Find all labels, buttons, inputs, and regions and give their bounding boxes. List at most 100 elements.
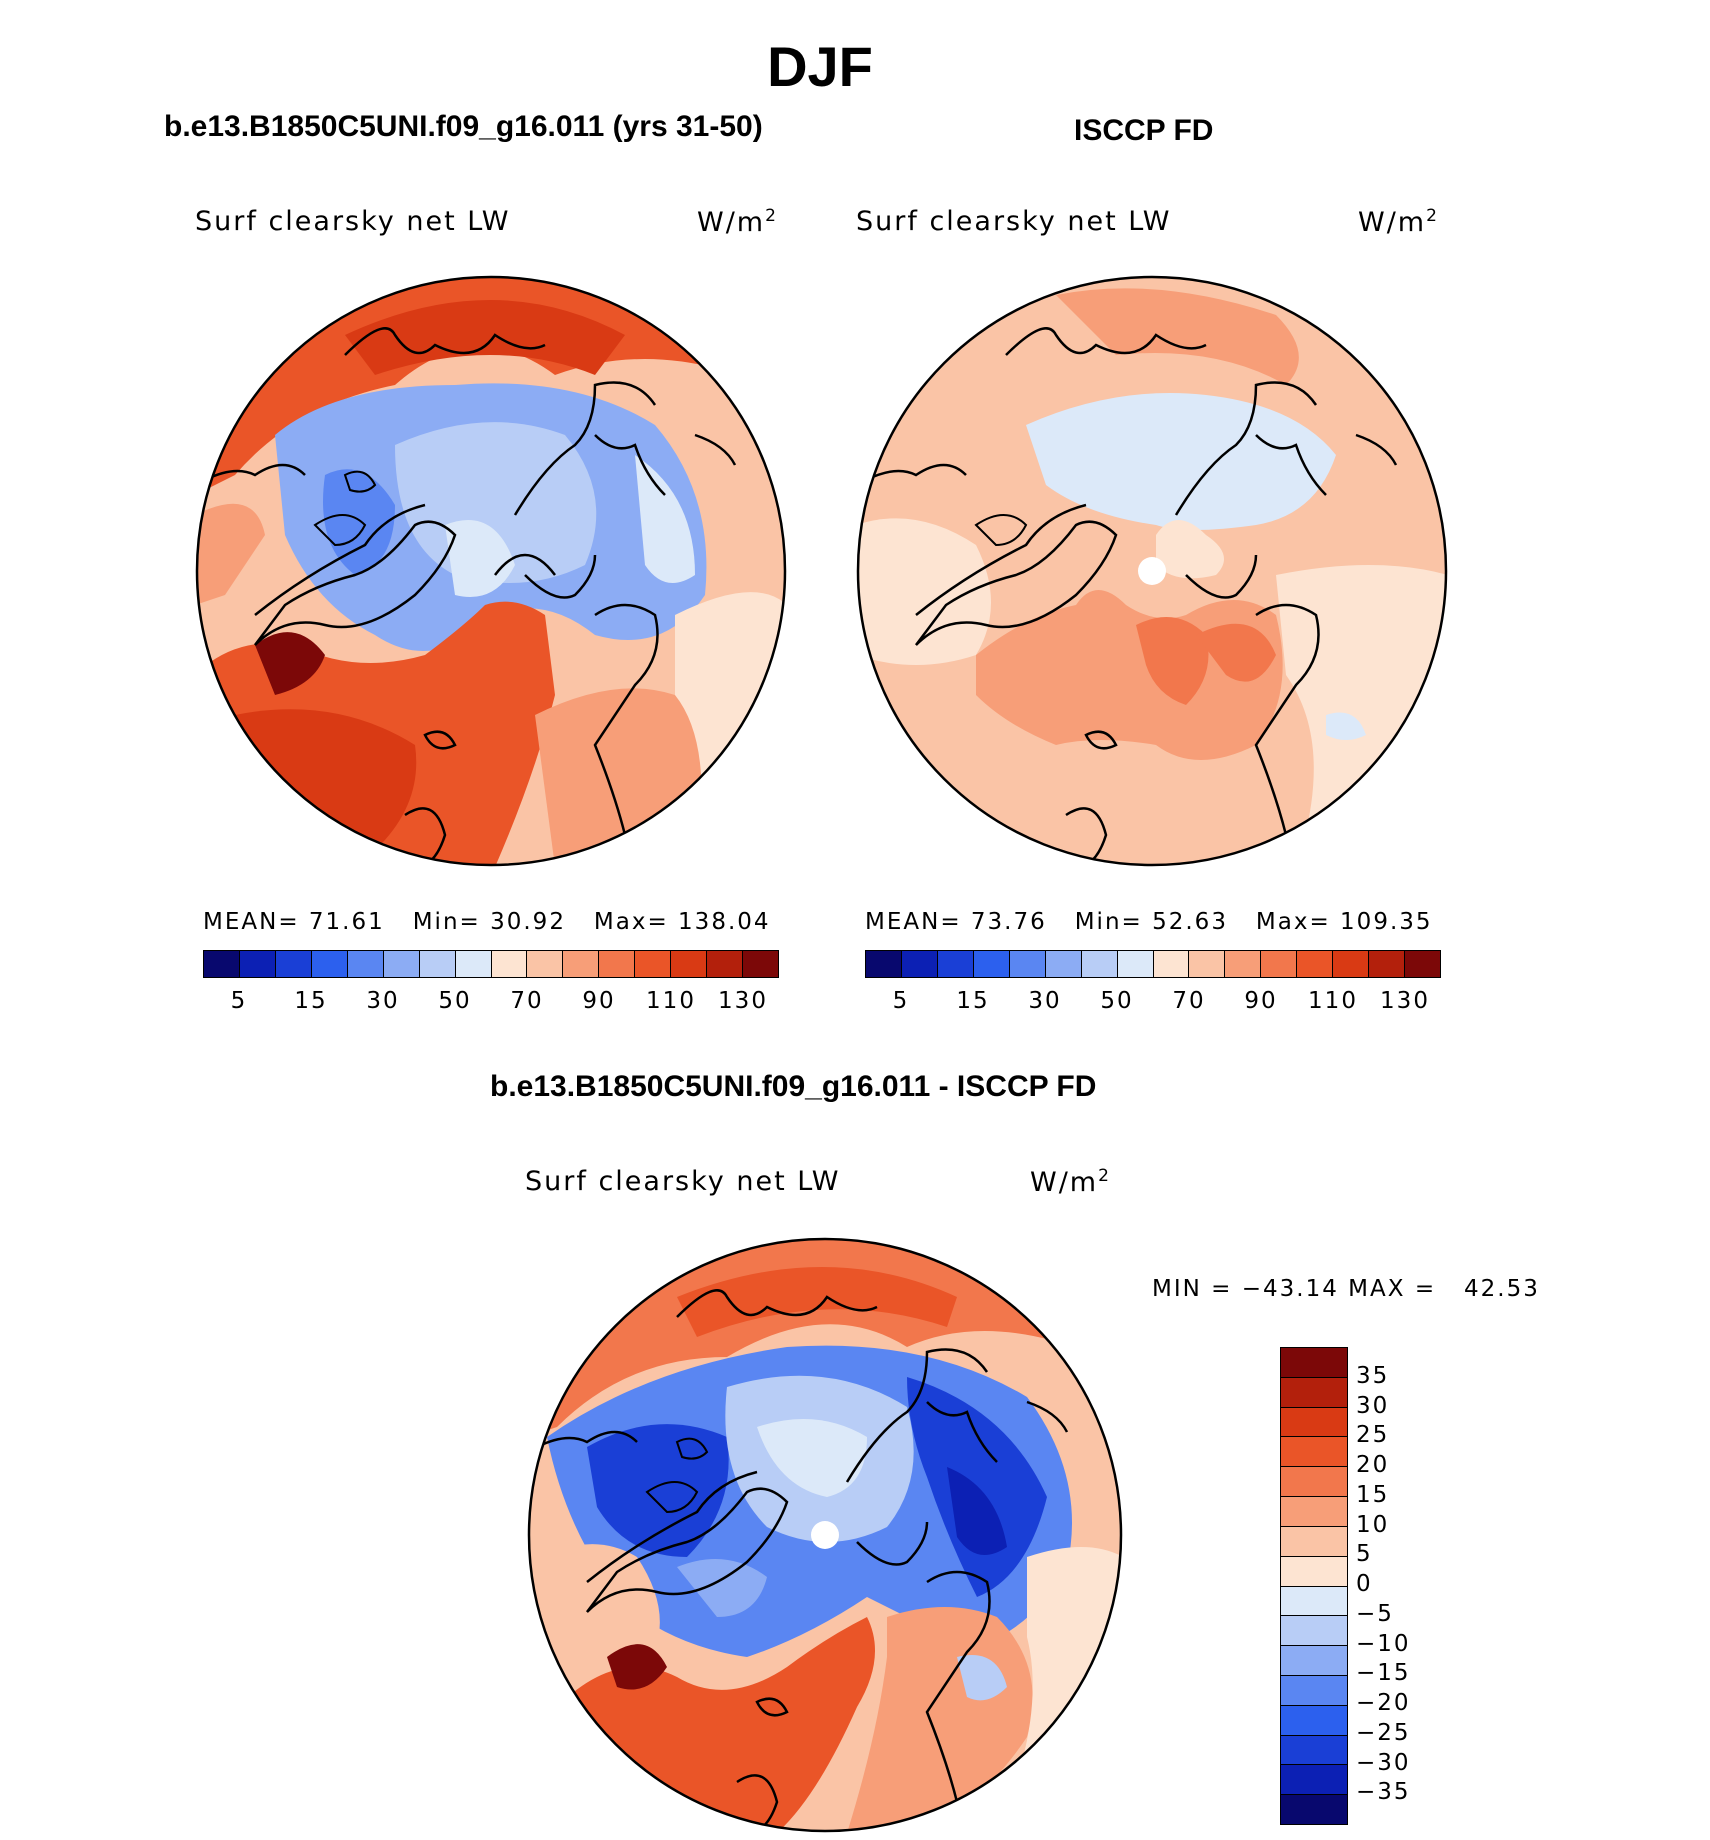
panel-1-colorbar-tick-label: 5 [230, 988, 248, 1014]
panel-1-colorbar-tick-label: 90 [582, 988, 616, 1014]
panel-3-map-border [527, 1237, 1123, 1833]
panel-2-polar-map [856, 275, 1448, 867]
panel-3-colorbar-tick-label: −30 [1356, 1749, 1411, 1776]
panel-2-colorbar-tick-label: 90 [1244, 988, 1278, 1014]
panel-3-colorbar-swatch [1281, 1705, 1347, 1736]
panel-3-colorbar-tick-label: −10 [1356, 1630, 1411, 1657]
panel-2-colorbar-tick-label: 5 [892, 988, 910, 1014]
panel-3-colorbar-swatch [1281, 1765, 1347, 1796]
panel-1-region-pacific [197, 277, 785, 495]
panel-1-polar-map [195, 275, 787, 867]
panel-1-colorbar-swatch [491, 951, 528, 977]
panel-1-coast-scandinavia [593, 603, 659, 836]
panel-2-colorbar-tick-label: 30 [1028, 988, 1062, 1014]
panel-1-colorbar-swatch [563, 951, 600, 977]
panel-2-colorbar-swatch [937, 951, 974, 977]
panel-2-colorbar-tick-label: 110 [1308, 988, 1358, 1014]
panel-2-map-border [856, 275, 1448, 867]
panel-3-colorbar-swatch [1281, 1616, 1347, 1647]
panel-1-colorbar [203, 950, 779, 978]
panel-1-colorbar-swatch [311, 951, 348, 977]
panel-3-colorbar-ticks: 35 30 25 20 15 10 5 0 −5 −10 −15 −20 −25 −30 −35 [1356, 1347, 1456, 1823]
panel-1-colorbar-swatch [635, 951, 672, 977]
panel-2-colorbar-swatch [1297, 951, 1334, 977]
panel-3-colorbar-tick-label: 25 [1356, 1422, 1390, 1449]
panel-1-colorbar-swatch [347, 951, 384, 977]
panel-3-colorbar-swatch [1281, 1675, 1347, 1706]
panel-2-pole-gap [1138, 557, 1166, 585]
panel-3-colorbar-tick-label: −35 [1356, 1779, 1411, 1806]
panel-1-colorbar-swatch [204, 951, 240, 977]
panel-2-colorbar-tick-label: 70 [1172, 988, 1206, 1014]
panel-2-units: W/m2 [1358, 206, 1439, 238]
panel-2-colorbar-ticks: 5 15 30 50 70 90 110 130 [865, 988, 1441, 1018]
panel-2-colorbar-swatch [1369, 951, 1406, 977]
page-title: DJF [767, 35, 873, 98]
panel-1-colorbar-tick-label: 30 [366, 988, 400, 1014]
panel-3-stats: MIN = −43.14 MAX = 42.53 [1152, 1276, 1540, 1302]
panel-2-colorbar-tick-label: 15 [956, 988, 990, 1014]
panel-1-stats: MEAN= 71.61 Min= 30.92 Max= 138.04 [203, 909, 771, 935]
panel-3-colorbar-tick-label: −5 [1356, 1600, 1394, 1627]
panel-2-colorbar-swatch [1081, 951, 1118, 977]
panel-3-colorbar-tick-label: −20 [1356, 1690, 1411, 1716]
panel-3-colorbar-swatch [1281, 1646, 1347, 1676]
panel-3-pole-gap [811, 1521, 839, 1549]
panel-1-colorbar-swatch [419, 951, 456, 977]
panel-2-colorbar-tick-label: 50 [1100, 988, 1134, 1014]
panel-3-colorbar-swatch [1281, 1377, 1347, 1408]
panel-1-units: W/m2 [697, 206, 778, 238]
panel-3-colorbar-swatch [1281, 1526, 1347, 1557]
panel-2-colorbar-swatch [1009, 951, 1046, 977]
panel-1-colorbar-tick-label: 50 [438, 988, 472, 1014]
panel-1-colorbar-swatch [743, 951, 778, 977]
panel-3-variable-label: Surf clearsky net LW [525, 1166, 841, 1197]
panel-2-region-arctic [1026, 393, 1336, 530]
panel-1-coast-greenland [254, 520, 457, 646]
panel-1-colorbar-swatch [239, 951, 276, 977]
panel-2-variable-label: Surf clearsky net LW [856, 206, 1172, 237]
panel-3-colorbar-swatch [1281, 1556, 1347, 1587]
panel-3-case-title: b.e13.B1850C5UNI.f09_g16.011 - ISCCP FD [490, 1070, 1097, 1103]
panel-1-case-title: b.e13.B1850C5UNI.f09_g16.011 (yrs 31-50) [164, 110, 763, 143]
panel-1-colorbar-swatch [275, 951, 312, 977]
panel-2-case-title: ISCCP FD [1074, 114, 1214, 147]
panel-3-colorbar-tick-label: −15 [1356, 1660, 1411, 1687]
panel-3-polar-map [527, 1237, 1123, 1833]
panel-2-colorbar-tick-label: 130 [1380, 988, 1430, 1014]
panel-3-colorbar [1280, 1347, 1348, 1825]
panel-3-colorbar-tick-label: 15 [1356, 1481, 1390, 1508]
panel-1-colorbar-ticks: 5 15 30 50 70 90 110 130 [203, 988, 779, 1018]
panel-3-colorbar-swatch [1281, 1795, 1347, 1824]
panel-3-units: W/m2 [1030, 1166, 1111, 1198]
panel-2-colorbar-swatch [1045, 951, 1082, 977]
panel-2-colorbar-swatch [1189, 951, 1226, 977]
panel-3-colorbar-tick-label: 35 [1356, 1362, 1390, 1389]
panel-3-colorbar-swatch [1281, 1348, 1347, 1378]
panel-3-colorbar-tick-label: 0 [1356, 1571, 1373, 1597]
panel-3-colorbar-swatch [1281, 1437, 1347, 1468]
panel-3-colorbar-tick-label: 30 [1356, 1392, 1390, 1419]
panel-3-region-pacific [529, 1239, 1121, 1437]
panel-3-coast-greenland [586, 1487, 789, 1613]
panel-3-colorbar-swatch [1281, 1497, 1347, 1527]
panel-3-colorbar-swatch [1281, 1467, 1347, 1498]
panel-1-colorbar-swatch [671, 951, 708, 977]
panel-1-colorbar-tick-label: 70 [510, 988, 544, 1014]
panel-2-stats: MEAN= 73.76 Min= 52.63 Max= 109.35 [865, 909, 1433, 935]
panel-3-colorbar-tick-label: 10 [1356, 1511, 1390, 1538]
panel-3-colorbar-tick-label: 5 [1356, 1541, 1373, 1568]
panel-2-coast-scandinavia [1254, 603, 1320, 836]
panel-3-colorbar-tick-label: 20 [1356, 1452, 1390, 1478]
panel-2-coast-greenland [915, 520, 1118, 646]
panel-1-variable-label: Surf clearsky net LW [195, 206, 511, 237]
panel-3-colorbar-tick-label: −25 [1356, 1719, 1411, 1746]
panel-1-colorbar-swatch [527, 951, 564, 977]
panel-1-map-border [195, 275, 787, 867]
panel-2-colorbar [865, 950, 1441, 978]
panel-1-colorbar-swatch [599, 951, 636, 977]
panel-3-colorbar-swatch [1281, 1407, 1347, 1438]
panel-2-colorbar-swatch [1333, 951, 1370, 977]
panel-2-colorbar-swatch [973, 951, 1010, 977]
panel-1-colorbar-swatch [383, 951, 420, 977]
